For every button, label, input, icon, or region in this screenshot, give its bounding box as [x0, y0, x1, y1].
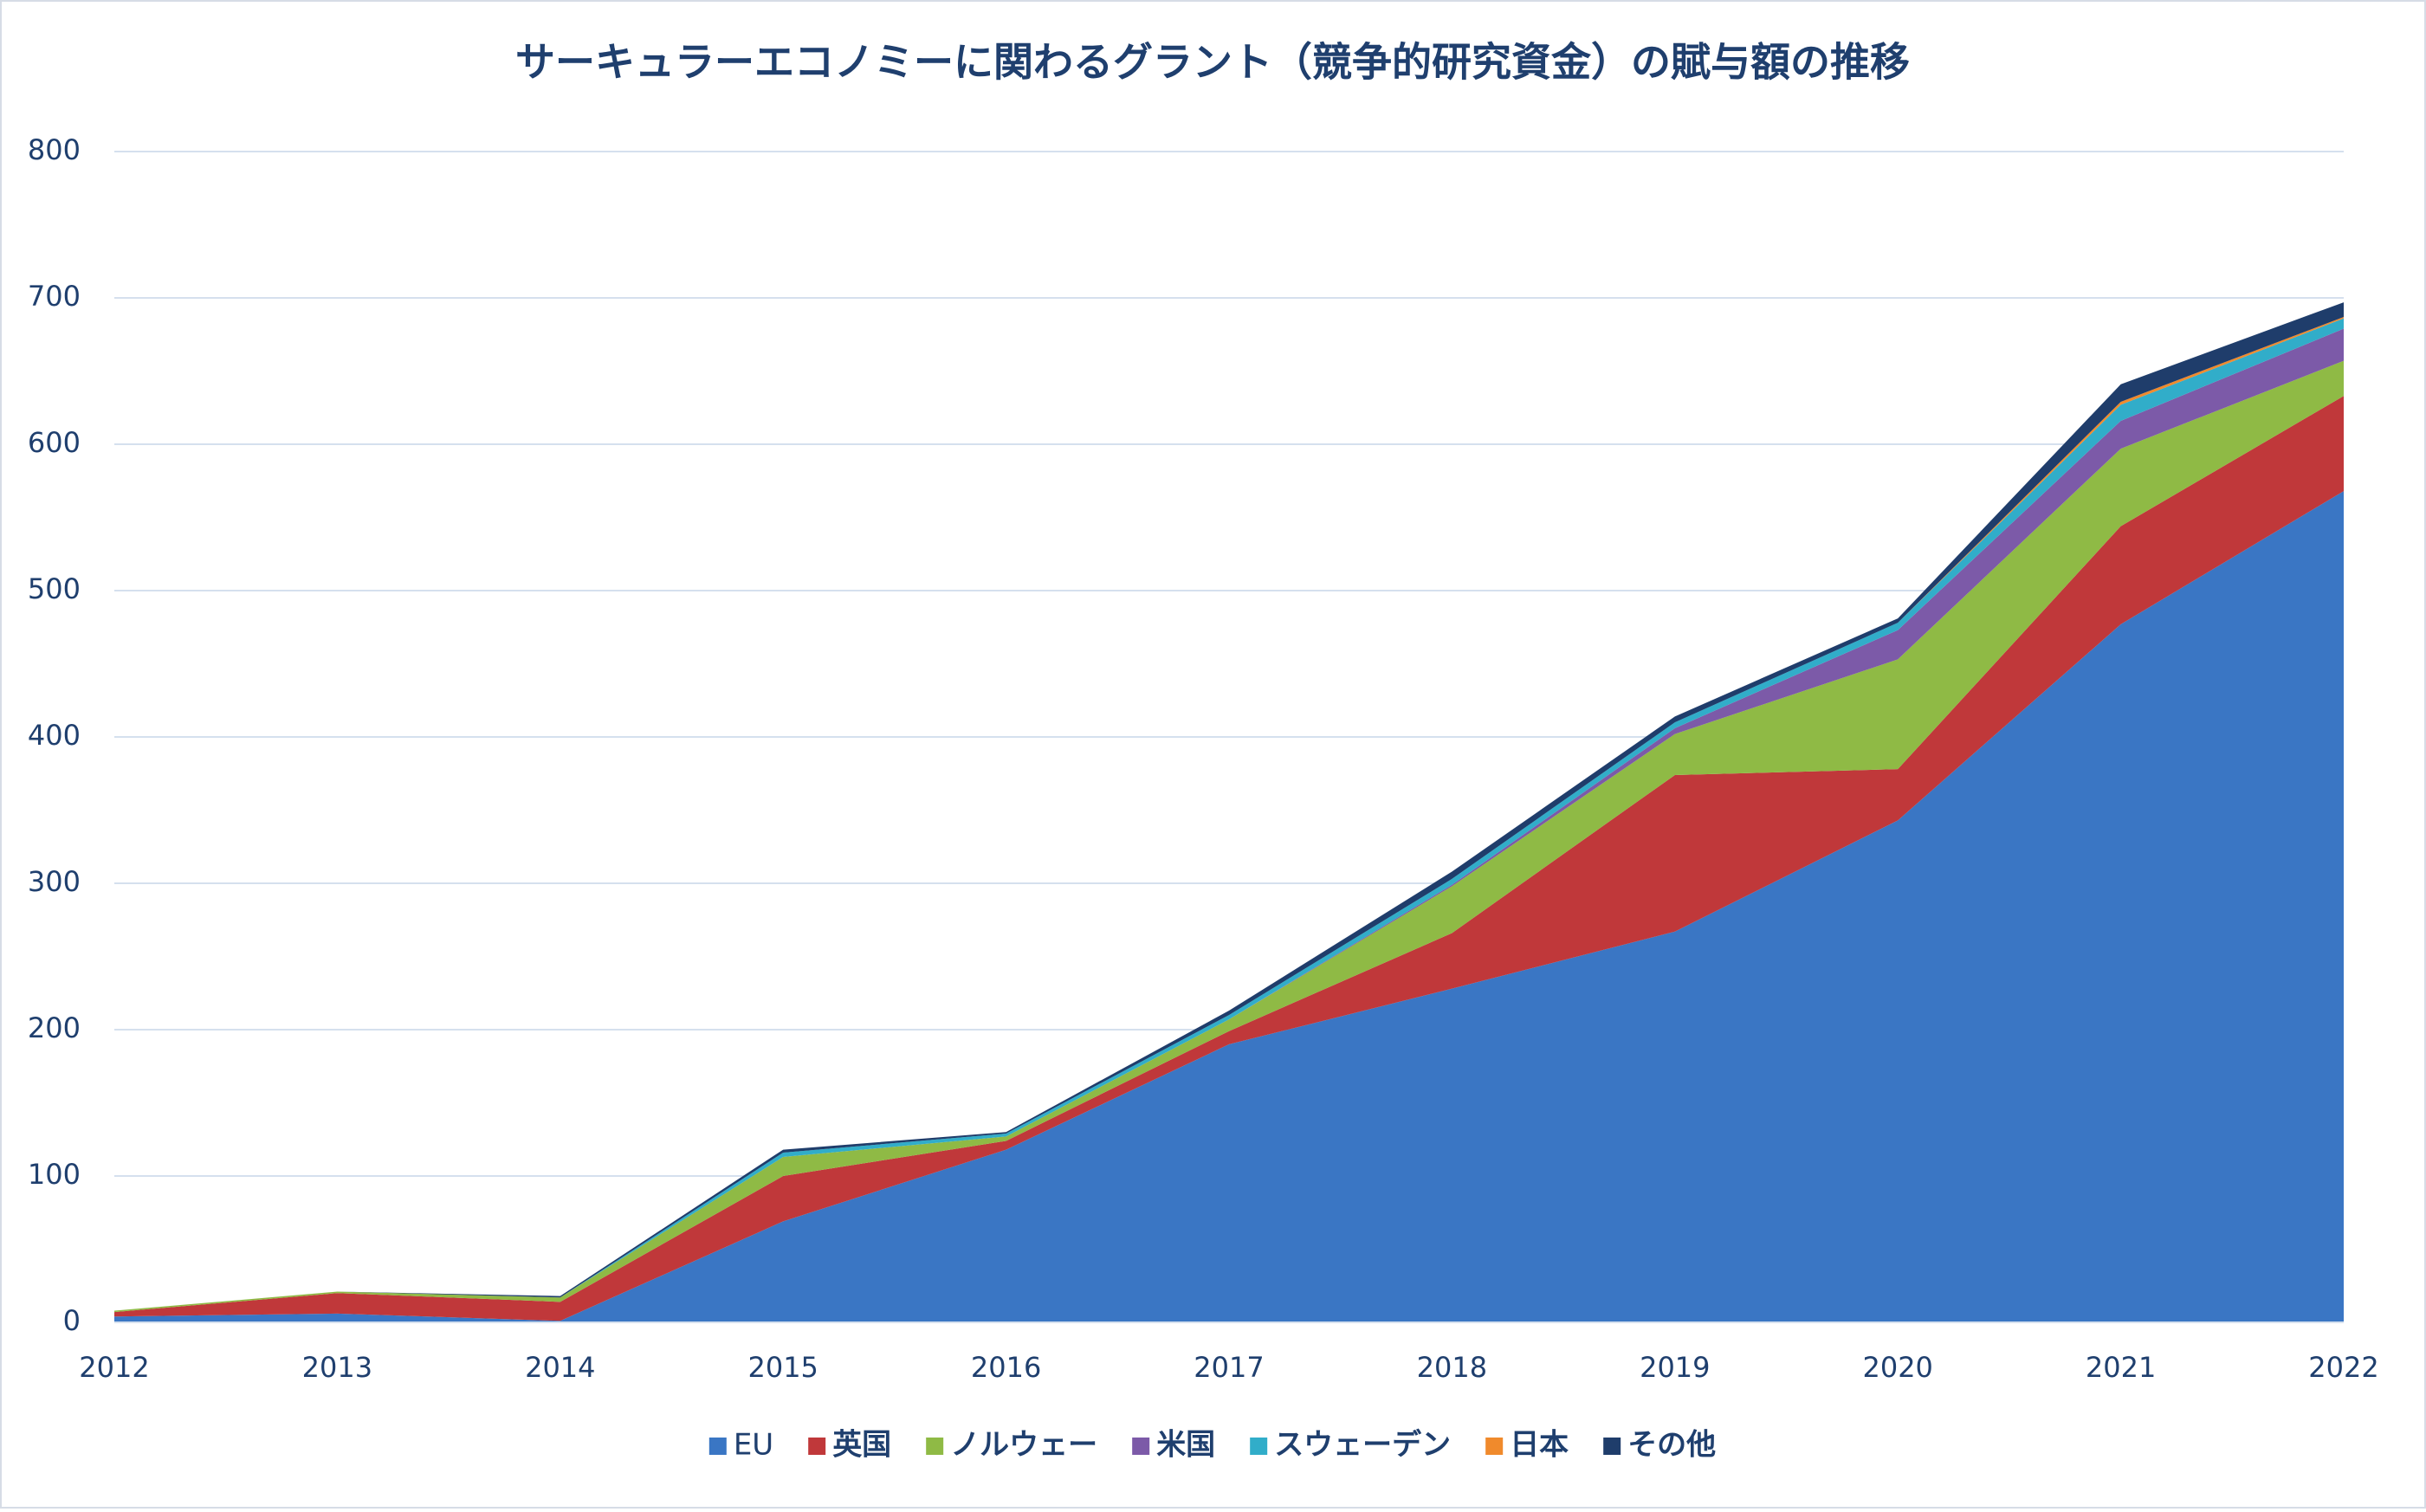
y-tick-label: 100 [28, 1158, 81, 1191]
legend: EU 英国 ノルウェー 米国 スウェーデン 日本 その他 [708, 1428, 1716, 1463]
y-tick-label: 300 [28, 865, 81, 898]
legend-label: ノルウェー [950, 1428, 1097, 1463]
legend-swatch [708, 1438, 727, 1455]
x-tick-label: 2020 [1862, 1351, 1932, 1384]
x-tick-label: 2012 [79, 1351, 149, 1384]
legend-label: スウェーデン [1274, 1428, 1451, 1463]
legend-label: 米国 [1156, 1428, 1215, 1463]
y-tick-label: 200 [28, 1011, 81, 1044]
legend-item: その他 [1603, 1428, 1716, 1463]
legend-label: EU [734, 1428, 773, 1463]
y-tick-label: 700 [28, 280, 81, 313]
y-tick-label: 0 [63, 1304, 81, 1337]
area [114, 318, 2344, 1311]
legend-item: 米国 [1132, 1428, 1215, 1463]
y-tick-label: 400 [28, 719, 81, 752]
legend-swatch [1132, 1438, 1150, 1455]
legend-item: 日本 [1485, 1428, 1569, 1463]
y-tick-label: 800 [28, 133, 81, 166]
x-tick-label: 2017 [1194, 1351, 1264, 1384]
area [114, 328, 2344, 1311]
y-tick-label: 600 [28, 426, 81, 459]
legend-label: 英国 [832, 1428, 891, 1463]
x-tick-label: 2014 [525, 1351, 595, 1384]
legend-label: その他 [1627, 1428, 1716, 1463]
legend-swatch [926, 1438, 944, 1455]
x-tick-label: 2013 [302, 1351, 372, 1384]
area [114, 360, 2344, 1313]
legend-swatch [1603, 1438, 1621, 1455]
legend-item: スウェーデン [1250, 1428, 1451, 1463]
x-tick-label: 2022 [2308, 1351, 2378, 1384]
legend-swatch [808, 1438, 826, 1455]
legend-item: 英国 [808, 1428, 891, 1463]
legend-item: ノルウェー [926, 1428, 1097, 1463]
y-tick-label: 500 [28, 572, 81, 605]
area [114, 491, 2344, 1322]
legend-item: EU [708, 1428, 773, 1463]
x-tick-label: 2018 [1417, 1351, 1487, 1384]
x-tick-label: 2021 [2086, 1351, 2156, 1384]
chart-title: サーキュラーエコノミーに関わるグラント（競争的研究資金）の賦与額の推移 [515, 39, 1910, 86]
x-tick-label: 2016 [971, 1351, 1041, 1384]
x-tick-label: 2015 [747, 1351, 818, 1384]
legend-swatch [1250, 1438, 1268, 1455]
legend-swatch [1485, 1438, 1504, 1455]
x-tick-label: 2019 [1640, 1351, 1710, 1384]
legend-label: 日本 [1510, 1428, 1569, 1463]
